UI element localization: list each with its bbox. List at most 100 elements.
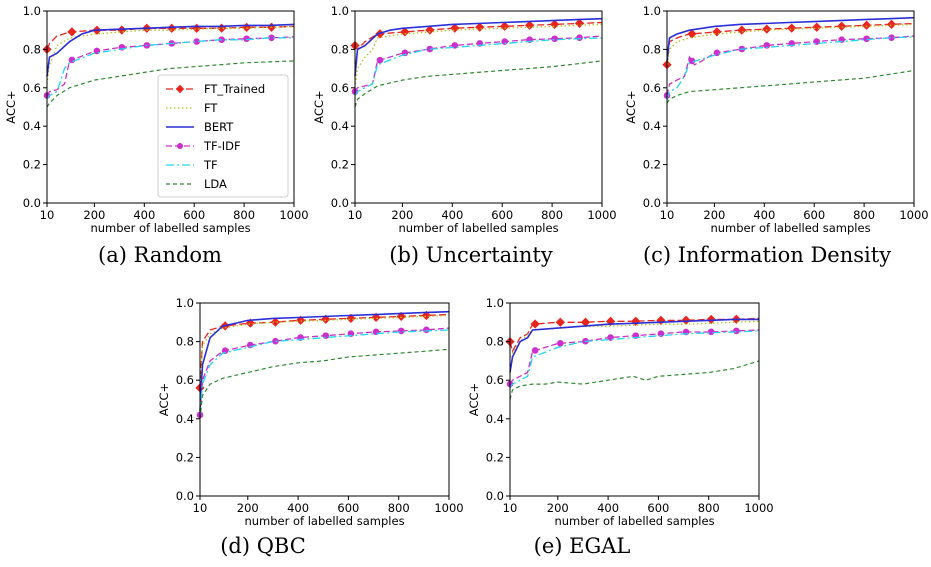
panel-caption: (e) EGAL [534, 534, 631, 558]
x-tick-label: 1000 [744, 501, 773, 515]
data-point-ft-trained [886, 19, 897, 29]
x-tick-label: 10 [660, 208, 675, 222]
y-tick-label: 0.8 [331, 42, 349, 56]
panel-caption: (d) QBC [220, 534, 306, 558]
data-point-tf-idf [376, 56, 384, 64]
x-axis-label: number of labelled samples [710, 221, 870, 235]
x-tick-label: 10 [193, 501, 208, 515]
x-tick-label: 10 [40, 208, 55, 222]
data-point-tf-idf [576, 34, 583, 41]
data-point-ft-trained [837, 21, 847, 31]
data-point-tf-idf [733, 327, 740, 335]
panel-1: 0.0 0.2 0.4 0.6 0.8 1.0 10 200 400 600 800 1000 numb… [4, 4, 309, 267]
data-point-ft-trained [530, 319, 540, 329]
data-point-ft-trained [861, 20, 872, 30]
x-tick-label: 400 [441, 208, 463, 222]
x-tick-label: 400 [753, 208, 775, 222]
panel-4: 0.0 0.2 0.4 0.6 0.8 1.0 10 200 400 600 800 1000 numb… [157, 296, 464, 558]
series-line-lda [666, 69, 915, 104]
x-axis-label: number of labelled samples [398, 221, 558, 235]
y-axis-label: ACC+ [157, 383, 171, 416]
data-point-ft-trained [762, 24, 772, 34]
x-tick-label: 800 [853, 208, 875, 222]
data-point-ft-trained [574, 18, 585, 29]
series-line-tf-idf [509, 329, 760, 385]
x-tick-label: 200 [547, 501, 569, 515]
y-tick-label: 0.6 [331, 81, 349, 95]
x-tick-label: 800 [698, 501, 720, 515]
legend-label-tf-idf: TF-IDF [203, 139, 241, 153]
data-point-ft-trained [500, 21, 510, 31]
panel-caption: (a) Random [98, 243, 222, 267]
x-tick-label: 400 [597, 501, 619, 515]
data-point-ft-trained [787, 23, 797, 33]
x-tick-label: 10 [503, 501, 518, 515]
panel-caption: (b) Uncertainty [389, 243, 553, 267]
series-line-bert [199, 310, 450, 412]
y-tick-label: 0.2 [331, 158, 349, 172]
series-line-ft [199, 314, 450, 400]
data-point-tf-idf [423, 326, 430, 334]
y-axis-label: ACC+ [4, 90, 18, 123]
series-line-lda [509, 360, 760, 400]
data-point-tf-idf [531, 347, 539, 354]
x-tick-label: 600 [647, 501, 669, 515]
data-point-tf-idf [557, 340, 564, 347]
y-tick-label: 0.4 [486, 412, 504, 426]
y-axis-label: ACC+ [624, 90, 638, 123]
y-tick-label: 1.0 [176, 296, 194, 310]
data-point-ft-trained [737, 25, 747, 35]
axes-frame [509, 302, 760, 497]
y-tick-label: 0.4 [643, 119, 661, 133]
y-axis-label: ACC+ [312, 90, 326, 123]
data-point-ft-trained [450, 23, 460, 33]
x-tick-label: 200 [83, 208, 105, 222]
legend-label-tf: TF [203, 158, 218, 172]
x-tick-label: 1000 [587, 208, 616, 222]
data-point-ft-trained [687, 29, 697, 39]
data-point-tf-idf [763, 42, 771, 49]
series-line-ft-trained [199, 313, 450, 388]
series-line-bert [666, 16, 915, 61]
y-tick-label: 1.0 [486, 296, 504, 310]
data-point-ft-trained [525, 20, 535, 30]
y-tick-label: 0.2 [23, 158, 41, 172]
legend-label-ft-trained: FT_Trained [204, 82, 265, 96]
y-tick-label: 0.4 [176, 412, 194, 426]
x-tick-label: 200 [237, 501, 259, 515]
x-tick-label: 1000 [279, 208, 308, 222]
series-line-tf-idf [666, 35, 915, 96]
x-tick-label: 10 [348, 208, 363, 222]
x-tick-label: 600 [803, 208, 825, 222]
axes-frame [46, 10, 295, 204]
series-line-tf-idf [354, 35, 603, 92]
series-line-bert [354, 17, 603, 77]
series-line-ft [509, 320, 760, 358]
data-point-ft-trained [67, 27, 77, 37]
data-point-ft-trained [631, 316, 641, 326]
x-tick-label: 200 [703, 208, 725, 222]
data-point-ft-trained [706, 314, 716, 325]
x-tick-label: 400 [133, 208, 155, 222]
series-line-bert [46, 23, 295, 77]
x-axis-label: number of labelled samples [244, 514, 404, 528]
x-tick-label: 600 [183, 208, 205, 222]
y-tick-label: 0.0 [176, 489, 194, 503]
y-tick-label: 1.0 [643, 4, 661, 18]
y-tick-label: 0.0 [331, 196, 349, 210]
x-tick-label: 1000 [434, 501, 463, 515]
data-point-tf-idf [551, 35, 558, 43]
legend-marker-tf-idf [177, 143, 183, 149]
legend-label-bert: BERT [204, 120, 234, 134]
x-tick-label: 200 [391, 208, 413, 222]
data-point-ft-trained [192, 23, 202, 33]
x-axis-label: number of labelled samples [90, 221, 250, 235]
x-tick-label: 800 [233, 208, 255, 222]
y-tick-label: 1.0 [331, 4, 349, 18]
data-point-ft-trained [167, 23, 177, 33]
data-point-tf-idf [657, 330, 665, 337]
data-point-ft-trained [555, 317, 565, 327]
data-point-tf-idf [68, 56, 76, 64]
y-tick-label: 0.0 [486, 489, 504, 503]
